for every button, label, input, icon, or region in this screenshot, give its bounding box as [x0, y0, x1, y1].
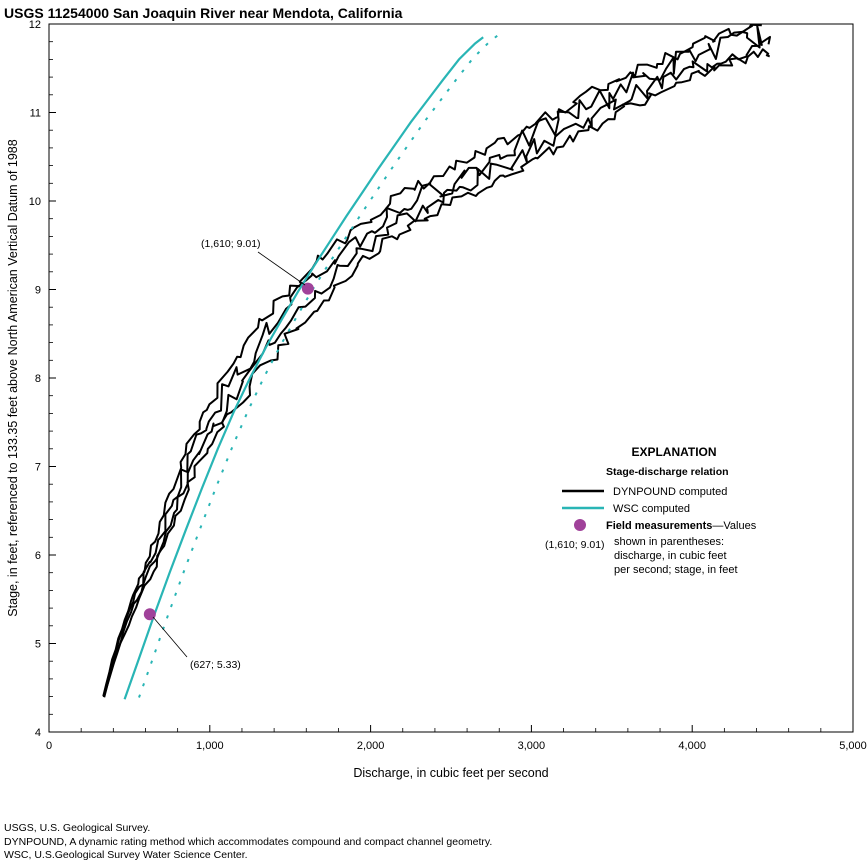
y-tick-label: 4	[35, 727, 41, 739]
legend-subheading: Stage-discharge relation	[606, 466, 729, 478]
legend-marker-field-measurement	[574, 519, 586, 531]
legend-marker-text-line3: discharge, in cubic feet	[614, 550, 727, 562]
y-axis-label: Stage, in feet, referenced to 133.35 fee…	[6, 139, 20, 616]
y-tick-label: 12	[29, 19, 41, 31]
legend-label-wsc: WSC computed	[613, 503, 690, 515]
footnotes: USGS, U.S. Geological Survey. DYNPOUND, …	[4, 822, 492, 863]
legend: EXPLANATION Stage-discharge relation DYN…	[545, 445, 757, 576]
wsc-computed-line	[123, 36, 484, 700]
x-tick-label: 5,000	[839, 740, 867, 752]
chart: USGS 11254000 San Joaquin River near Men…	[4, 5, 867, 780]
y-tick-label: 10	[29, 196, 41, 208]
legend-marker-text-line1: Field measurements—Values	[606, 520, 757, 532]
y-tick-label: 11	[30, 108, 41, 120]
footnote-wsc: WSC, U.S.Geological Survey Water Science…	[4, 849, 248, 861]
y-tick-label: 5	[35, 639, 41, 651]
x-tick-label: 4,000	[678, 740, 706, 752]
legend-heading: EXPLANATION	[631, 445, 716, 459]
legend-marker-text-line4: per second; stage, in feet	[614, 564, 738, 576]
footnote-usgs: USGS, U.S. Geological Survey.	[4, 822, 151, 834]
x-axis-label: Discharge, in cubic feet per second	[353, 766, 548, 780]
series-layer	[102, 23, 771, 700]
y-tick-label: 9	[35, 285, 41, 297]
y-tick-label: 8	[35, 373, 41, 385]
legend-marker-text-line2: shown in parentheses:	[614, 536, 724, 548]
legend-marker-values: —Values	[712, 520, 756, 532]
x-axis-ticks: 0 1,000 2,000 3,000 4,000 5,000	[46, 725, 867, 752]
dynpound-computed-line	[102, 35, 771, 698]
y-tick-label: 7	[35, 462, 41, 474]
footnote-dynpound: DYNPOUND, A dynamic rating method which …	[4, 835, 493, 848]
annotation-label-1: (1,610; 9.01)	[201, 238, 261, 250]
legend-marker-example: (1,610; 9.01)	[545, 539, 605, 551]
field-measurement-point	[301, 282, 314, 295]
dynpound-computed-line	[103, 48, 771, 698]
legend-marker-bold: Field measurements	[606, 520, 712, 532]
chart-title: USGS 11254000 San Joaquin River near Men…	[4, 5, 403, 21]
plot-frame	[48, 23, 854, 733]
x-tick-label: 1,000	[196, 740, 224, 752]
y-tick-label: 6	[35, 550, 41, 562]
x-tick-label: 3,000	[518, 740, 546, 752]
annotation-leader-1	[257, 251, 306, 286]
wsc-computed-line-dashed	[138, 34, 499, 698]
x-tick-label: 2,000	[357, 740, 385, 752]
annotation-label-2: (627; 5.33)	[190, 659, 241, 671]
x-tick-label: 0	[46, 740, 52, 752]
y-axis-ticks: 4 5 6 7 8 9 10 11 12	[29, 19, 56, 739]
dynpound-computed-line	[102, 23, 762, 697]
annotation-leader-2	[152, 616, 188, 658]
dynpound-computed-line	[102, 24, 763, 698]
legend-label-dynpound: DYNPOUND computed	[613, 486, 727, 498]
